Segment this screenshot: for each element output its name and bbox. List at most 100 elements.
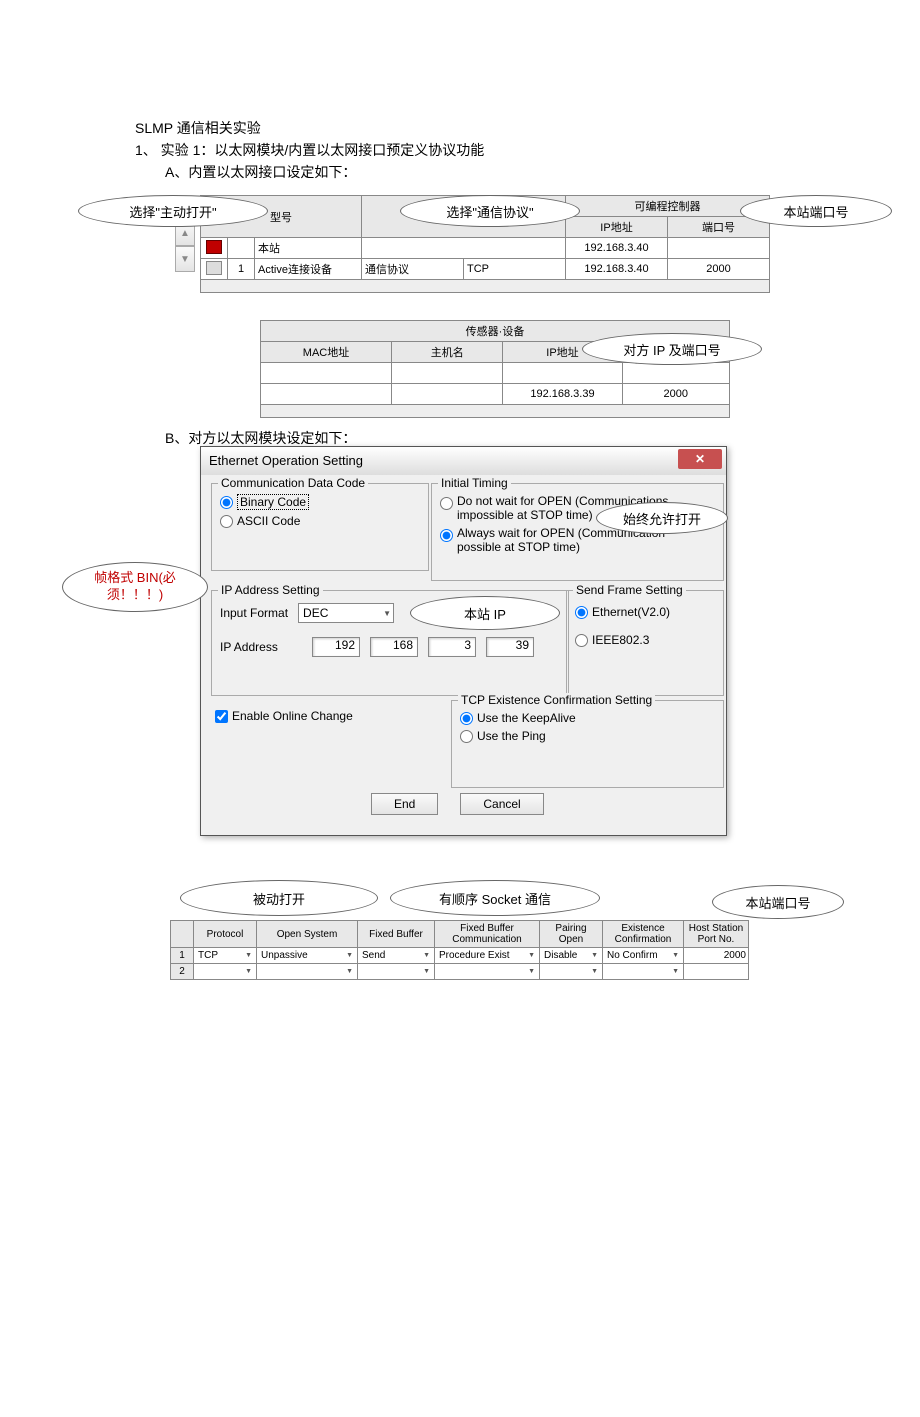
- end-button[interactable]: End: [371, 793, 438, 815]
- callout-always-open: 始终允许打开: [596, 502, 728, 534]
- row1-pair[interactable]: Disable: [542, 950, 600, 961]
- row-active-label: Active连接设备: [255, 259, 362, 280]
- col-fbc: Fixed BufferCommunication: [435, 921, 540, 948]
- group-comm-data: Communication Data Code Binary Code ASCI…: [211, 483, 429, 571]
- col-ip: IP地址: [566, 217, 668, 238]
- row2-pair[interactable]: [542, 968, 600, 975]
- page: SLMP 通信相关实验 1、 实验 1：以太网模块/内置以太网接口预定义协议功能…: [0, 0, 920, 1417]
- radio-ethernet-v2-label: Ethernet(V2.0): [592, 605, 670, 619]
- radio-ethernet-v2-input[interactable]: [575, 606, 588, 619]
- sensor-ip: 192.168.3.39: [503, 384, 622, 405]
- open-settings-table: Protocol Open System Fixed Buffer Fixed …: [170, 920, 749, 980]
- label-ip: IP Address: [220, 640, 302, 654]
- row1-protocol[interactable]: TCP: [196, 950, 254, 961]
- group-comm-data-title: Communication Data Code: [218, 476, 368, 490]
- row-active-port: 2000: [668, 259, 770, 280]
- row1-fbc[interactable]: Procedure Exist: [437, 950, 537, 961]
- doc-item1: 1、 实验 1：以太网模块/内置以太网接口预定义协议功能: [135, 140, 484, 160]
- row-own-label: 本站: [255, 238, 362, 259]
- radio-always-wait-input[interactable]: [440, 529, 453, 542]
- doc-subA: A、内置以太网接口设定如下：: [165, 162, 356, 182]
- callout-frame-bin-l1: 帧格式 BIN(必: [94, 570, 176, 587]
- device-icon: [206, 261, 222, 275]
- row1-exist[interactable]: No Confirm: [605, 950, 681, 961]
- radio-ping-input[interactable]: [460, 730, 473, 743]
- radio-keepalive[interactable]: Use the KeepAlive: [460, 711, 715, 725]
- ip-octet-4[interactable]: 39: [486, 637, 534, 657]
- radio-ieee[interactable]: IEEE802.3: [575, 633, 715, 647]
- row-active-ip: 192.168.3.40: [566, 259, 668, 280]
- row2-protocol[interactable]: [196, 968, 254, 975]
- checkbox-online-change-input[interactable]: [215, 710, 228, 723]
- row2-fixed[interactable]: [360, 968, 432, 975]
- checkbox-online-change[interactable]: Enable Online Change: [215, 709, 353, 723]
- group-timing-title: Initial Timing: [438, 476, 511, 490]
- row1-num: 1: [171, 948, 194, 964]
- station-icon: [206, 240, 222, 254]
- group-frame-title: Send Frame Setting: [573, 583, 686, 597]
- group-ip-title: IP Address Setting: [218, 583, 323, 597]
- move-down-button[interactable]: ▼: [175, 246, 195, 272]
- table-row: 2: [171, 964, 749, 980]
- ip-octet-2[interactable]: 168: [370, 637, 418, 657]
- doc-title: SLMP 通信相关实验: [135, 118, 261, 138]
- row2-port[interactable]: [684, 964, 749, 980]
- callout-passive-open: 被动打开: [180, 880, 378, 916]
- row1-open[interactable]: Unpassive: [259, 950, 355, 961]
- group-tcp-exist: TCP Existence Confirmation Setting Use t…: [451, 700, 724, 788]
- radio-binary-input[interactable]: [220, 496, 233, 509]
- radio-keepalive-input[interactable]: [460, 712, 473, 725]
- radio-no-wait-input[interactable]: [440, 497, 453, 510]
- callout-active-open: 选择"主动打开": [78, 195, 268, 227]
- select-input-format[interactable]: DEC: [298, 603, 394, 623]
- radio-ieee-input[interactable]: [575, 634, 588, 647]
- dialog-title-bar: Ethernet Operation Setting ✕: [201, 447, 726, 475]
- radio-ping-label: Use the Ping: [477, 729, 546, 743]
- callout-socket: 有顺序 Socket 通信: [390, 880, 600, 916]
- label-input-format: Input Format: [220, 606, 288, 620]
- row-own-ip: 192.168.3.40: [566, 238, 668, 259]
- cancel-button[interactable]: Cancel: [460, 793, 543, 815]
- callout-remote-ip-port: 对方 IP 及端口号: [582, 333, 762, 365]
- radio-binary-label: Binary Code: [237, 494, 309, 510]
- row-proto-label: 通信协议: [362, 259, 464, 280]
- callout-comm-protocol: 选择"通信协议": [400, 195, 580, 227]
- callout-own-port: 本站端口号: [740, 195, 892, 227]
- row-num: 1: [228, 259, 255, 280]
- col-plc: 可编程控制器: [566, 196, 770, 217]
- row2-num: 2: [171, 964, 194, 980]
- radio-ethernet-v2[interactable]: Ethernet(V2.0): [575, 605, 715, 619]
- radio-ping[interactable]: Use the Ping: [460, 729, 715, 743]
- radio-ascii-label: ASCII Code: [237, 514, 300, 528]
- col-pairing: PairingOpen: [540, 921, 603, 948]
- ip-octet-3[interactable]: 3: [428, 637, 476, 657]
- group-tcp-title: TCP Existence Confirmation Setting: [458, 693, 655, 707]
- sensor-port: 2000: [622, 384, 729, 405]
- row2-exist[interactable]: [605, 968, 681, 975]
- col-host: 主机名: [392, 342, 503, 363]
- callout-frame-bin-l2: 须！！！): [107, 587, 163, 604]
- row2-fbc[interactable]: [437, 968, 537, 975]
- row-proto-val: TCP: [464, 259, 566, 280]
- col-fixed-buf: Fixed Buffer: [358, 921, 435, 948]
- radio-binary[interactable]: Binary Code: [220, 494, 420, 510]
- callout-own-ip: 本站 IP: [410, 596, 560, 630]
- table-row: 1 TCP Unpassive Send Procedure Exist Dis…: [171, 948, 749, 964]
- radio-keepalive-label: Use the KeepAlive: [477, 711, 576, 725]
- ip-octet-1[interactable]: 192: [312, 637, 360, 657]
- radio-ascii-input[interactable]: [220, 515, 233, 528]
- row1-fixed[interactable]: Send: [360, 950, 432, 961]
- row2-open[interactable]: [259, 968, 355, 975]
- row1-port[interactable]: 2000: [684, 948, 749, 964]
- callout-own-port-2: 本站端口号: [712, 885, 844, 919]
- close-icon[interactable]: ✕: [678, 449, 722, 469]
- col-host-port: Host StationPort No.: [684, 921, 749, 948]
- group-frame: Send Frame Setting Ethernet(V2.0) IEEE80…: [566, 590, 724, 696]
- checkbox-online-change-label: Enable Online Change: [232, 709, 353, 723]
- radio-ascii[interactable]: ASCII Code: [220, 514, 420, 528]
- dialog-title-text: Ethernet Operation Setting: [209, 453, 363, 468]
- doc-subB: B、对方以太网模块设定如下：: [165, 428, 356, 448]
- col-exist: ExistenceConfirmation: [603, 921, 684, 948]
- radio-ieee-label: IEEE802.3: [592, 633, 649, 647]
- col-mac: MAC地址: [261, 342, 392, 363]
